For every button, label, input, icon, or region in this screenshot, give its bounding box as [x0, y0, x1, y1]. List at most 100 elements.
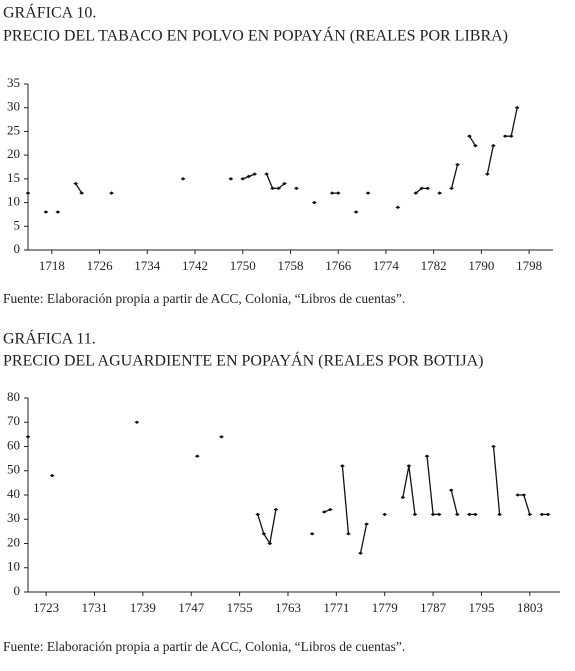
source-note: Fuente: Elaboración propia a partir de A… — [3, 639, 405, 654]
data-point — [276, 186, 281, 191]
x-tick-label: 1726 — [87, 258, 114, 273]
chart-subtitle: PRECIO DEL TABACO EN POLVO EN POPAYÁN (R… — [3, 26, 508, 45]
data-point — [246, 174, 252, 179]
source-note: Fuente: Elaboración propia a partir de A… — [3, 291, 405, 306]
data-point — [502, 134, 508, 138]
data-point — [25, 435, 31, 439]
y-tick-label: 80 — [7, 389, 20, 404]
data-point — [382, 512, 388, 517]
data-point — [454, 512, 460, 517]
data-point — [395, 205, 401, 209]
data-point — [539, 512, 545, 517]
x-tick-label: 1718 — [39, 258, 65, 273]
data-point — [311, 200, 317, 205]
data-point — [527, 512, 533, 517]
y-tick-label: 10 — [7, 194, 20, 209]
data-point — [329, 191, 335, 195]
x-tick-label: 1798 — [516, 258, 542, 273]
data-point — [55, 210, 61, 214]
data-point — [252, 172, 258, 176]
data-point — [473, 143, 478, 148]
y-tick-label: 50 — [7, 462, 20, 477]
data-point — [240, 177, 246, 181]
data-point — [491, 444, 496, 449]
y-tick-label: 60 — [7, 437, 20, 452]
x-tick-label: 1790 — [468, 258, 494, 273]
x-tick-label: 1779 — [372, 600, 398, 615]
data-point — [134, 420, 140, 424]
data-line — [257, 446, 548, 554]
data-point — [49, 473, 55, 478]
data-point — [412, 512, 418, 517]
data-point — [270, 186, 275, 191]
data-point — [335, 191, 341, 195]
y-tick-label: 30 — [7, 99, 20, 114]
data-point — [321, 510, 327, 514]
data-point — [365, 191, 371, 195]
data-point — [424, 454, 430, 458]
data-point — [484, 172, 490, 176]
x-tick-label: 1755 — [227, 600, 253, 615]
data-point — [109, 191, 114, 195]
x-tick-label: 1795 — [468, 600, 494, 615]
x-tick-label: 1742 — [182, 258, 208, 273]
data-point — [294, 186, 299, 191]
data-point — [353, 210, 359, 214]
data-point — [228, 177, 234, 181]
y-tick-label: 20 — [7, 146, 20, 161]
data-point — [73, 181, 79, 186]
y-tick-label: 40 — [7, 486, 20, 501]
data-point — [467, 134, 472, 138]
data-point — [25, 191, 31, 195]
data-point — [339, 464, 345, 468]
x-tick-label: 1782 — [421, 258, 447, 273]
data-point — [327, 507, 333, 512]
data-point — [436, 512, 442, 517]
data-point — [79, 191, 85, 195]
y-tick-label: 15 — [7, 170, 20, 185]
data-point — [425, 186, 431, 191]
y-tick-label: 70 — [7, 413, 20, 428]
data-point — [273, 507, 279, 512]
y-tick-label: 10 — [7, 559, 20, 574]
x-tick-label: 1731 — [82, 600, 108, 615]
y-tick-label: 0 — [14, 583, 21, 598]
x-tick-label: 1723 — [33, 600, 59, 615]
data-point — [364, 522, 369, 526]
x-tick-label: 1803 — [517, 600, 543, 615]
data-point — [430, 512, 436, 517]
data-point — [346, 532, 351, 536]
data-point — [508, 134, 514, 138]
x-tick-label: 1758 — [277, 258, 303, 273]
x-tick-label: 1739 — [130, 600, 156, 615]
data-point — [282, 181, 287, 186]
data-point — [267, 541, 273, 546]
x-tick-label: 1747 — [178, 600, 205, 615]
data-point — [219, 435, 224, 439]
data-point — [406, 464, 412, 468]
y-tick-label: 20 — [7, 534, 20, 549]
data-point — [521, 493, 527, 497]
x-tick-label: 1750 — [230, 258, 256, 273]
data-point — [419, 186, 425, 191]
data-point — [497, 512, 502, 517]
data-point — [309, 532, 315, 536]
data-point — [413, 191, 419, 195]
data-point — [545, 512, 551, 517]
data-point — [455, 162, 460, 167]
data-point — [255, 512, 261, 517]
y-tick-label: 35 — [7, 75, 20, 90]
data-point — [448, 488, 454, 492]
y-tick-label: 30 — [7, 510, 20, 525]
data-point — [264, 172, 270, 176]
y-tick-label: 5 — [14, 217, 21, 232]
chart-title: GRÁFICA 10. — [3, 3, 96, 22]
x-tick-label: 1787 — [420, 600, 447, 615]
y-tick-label: 25 — [7, 122, 20, 137]
data-point — [43, 210, 49, 214]
data-point — [466, 512, 472, 517]
data-point — [358, 551, 363, 555]
x-tick-label: 1771 — [323, 600, 349, 615]
chart-title: GRÁFICA 11. — [3, 329, 96, 348]
data-point — [194, 454, 200, 458]
